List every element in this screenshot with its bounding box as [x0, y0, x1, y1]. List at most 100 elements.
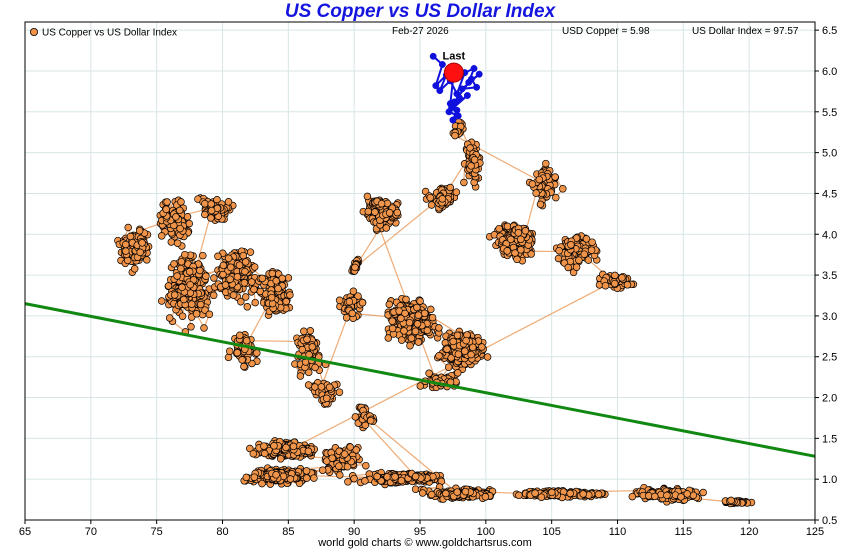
history-point — [536, 200, 545, 209]
history-point — [177, 264, 185, 273]
chart-title: US Copper vs US Dollar Index — [284, 1, 556, 22]
history-point — [528, 180, 537, 188]
history-point — [438, 195, 447, 203]
history-point — [342, 313, 351, 322]
history-point — [413, 303, 421, 312]
history-point — [276, 455, 285, 463]
history-point — [453, 331, 462, 340]
history-point — [126, 232, 135, 241]
history-point — [207, 214, 215, 222]
history-point — [452, 188, 461, 196]
history-point — [391, 473, 399, 481]
history-point — [226, 263, 235, 272]
history-point — [346, 443, 354, 451]
history-point — [535, 175, 544, 184]
axes: 65 70 75 80 85 90 95 100 105 110 115 120 1250.51.01.… — [19, 21, 837, 538]
history-point — [446, 183, 455, 192]
history-point — [302, 467, 311, 475]
history-point — [580, 250, 589, 258]
history-point — [532, 189, 540, 197]
history-point — [383, 473, 391, 481]
history-point — [202, 272, 210, 280]
history-point — [221, 281, 230, 289]
history-point — [175, 206, 184, 215]
history-point — [311, 363, 319, 372]
history-point — [219, 261, 228, 270]
history-point — [388, 317, 397, 325]
history-point — [388, 324, 397, 333]
history-point — [201, 199, 209, 208]
y-tick-label: 5.5 — [822, 107, 837, 119]
history-point — [351, 263, 359, 272]
history-point — [443, 345, 451, 353]
history-point — [284, 274, 293, 282]
history-point — [241, 293, 250, 301]
history-point — [238, 356, 246, 364]
history-point — [246, 248, 255, 256]
history-point — [566, 489, 574, 498]
history-point — [180, 295, 188, 304]
history-point — [384, 334, 393, 342]
history-point — [224, 198, 233, 206]
history-point — [503, 247, 511, 255]
history-point — [235, 261, 244, 269]
history-point — [270, 442, 278, 450]
history-point — [241, 267, 249, 276]
history-point — [393, 208, 402, 217]
recent-point — [446, 100, 454, 108]
history-point — [268, 269, 277, 278]
header-date: Feb-27 2026 — [392, 26, 449, 37]
y-tick-label: 4.0 — [822, 229, 837, 241]
history-point — [122, 247, 130, 255]
last-point — [443, 62, 464, 83]
y-tick-label: 1.0 — [822, 474, 837, 486]
history-point — [548, 488, 556, 497]
history-point — [420, 309, 429, 318]
history-point — [361, 477, 369, 485]
history-point — [405, 318, 414, 327]
recent-point — [454, 112, 462, 120]
history-point — [310, 474, 318, 482]
history-point — [481, 493, 490, 501]
history-point — [467, 162, 475, 170]
history-point — [207, 206, 216, 215]
history-point — [240, 279, 249, 287]
recent-point — [453, 106, 461, 114]
last-label: Last — [443, 51, 466, 63]
history-point — [425, 369, 433, 378]
history-point — [250, 263, 259, 271]
history-point — [427, 305, 435, 314]
history-point — [366, 416, 375, 425]
history-point — [170, 260, 178, 268]
history-point — [564, 263, 572, 272]
history-point — [258, 479, 266, 488]
history-point — [201, 210, 209, 219]
history-point — [385, 209, 394, 217]
history-point — [402, 295, 410, 304]
history-point — [196, 300, 205, 309]
history-point — [322, 394, 331, 403]
history-point — [282, 443, 290, 452]
history-point — [572, 263, 581, 271]
history-point — [250, 285, 258, 294]
history-point — [192, 310, 201, 318]
history-point — [196, 266, 204, 275]
history-point — [426, 193, 435, 202]
recent-point — [473, 83, 481, 91]
history-point — [350, 474, 358, 483]
history-point — [236, 331, 244, 340]
history-point — [272, 471, 280, 479]
history-point — [461, 347, 469, 355]
history-point — [303, 474, 311, 482]
legend-label: US Copper vs US Dollar Index — [42, 28, 177, 39]
history-point — [318, 466, 327, 474]
recent-point — [449, 116, 457, 124]
history-point — [699, 488, 707, 497]
history-point — [242, 336, 251, 345]
history-point — [397, 336, 406, 344]
history-point — [185, 267, 194, 276]
history-point — [358, 298, 367, 307]
history-point — [229, 291, 238, 299]
history-point — [136, 248, 144, 257]
